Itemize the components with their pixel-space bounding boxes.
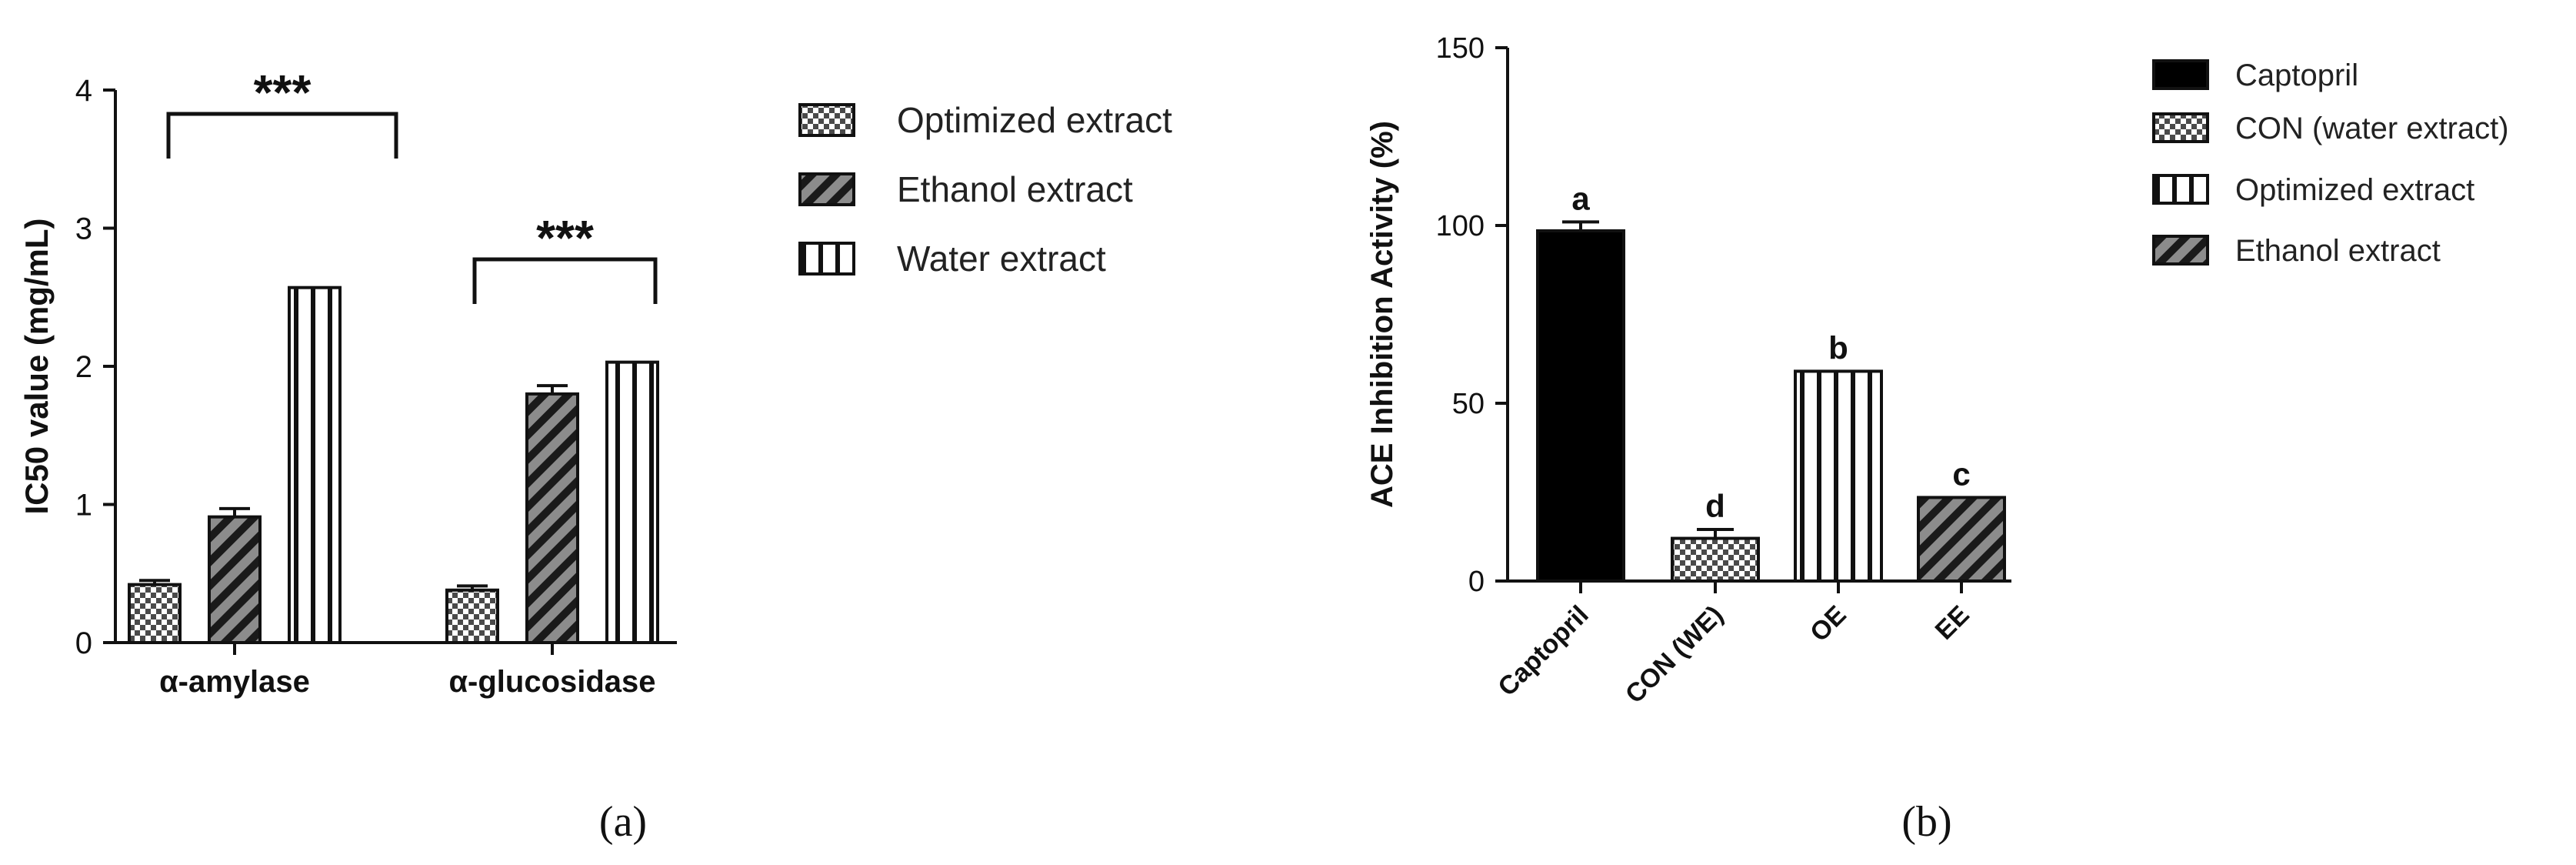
significance-bracket xyxy=(166,112,398,159)
panel-b-axes: 0 50 100 150 ACE Inhibition Activity (%) Capt… xyxy=(1365,32,2011,710)
y-tick-label: 0 xyxy=(1468,566,1485,598)
panel-b-bars: a d b c xyxy=(1536,180,2006,583)
y-axis-title: IC50 value (mg/mL) xyxy=(18,218,55,514)
y-tick-label: 4 xyxy=(75,74,92,108)
x-tick-label: OE xyxy=(1805,600,1852,648)
y-axis-title: ACE Inhibition Activity (%) xyxy=(1365,121,1399,508)
legend-swatch xyxy=(2152,112,2209,143)
significance-bracket xyxy=(472,257,658,304)
bar xyxy=(208,515,262,645)
bar xyxy=(1917,496,2006,583)
y-tick-label: 50 xyxy=(1452,388,1485,420)
legend-swatch xyxy=(2152,235,2209,266)
significance-label: *** xyxy=(536,210,594,266)
y-tick-label: 1 xyxy=(75,489,92,523)
legend-swatch xyxy=(2152,174,2209,205)
legend-swatch xyxy=(798,242,855,276)
bar xyxy=(1671,536,1760,583)
y-tick-label: 2 xyxy=(75,350,92,384)
panel-a-bars xyxy=(128,286,659,645)
legend-swatch xyxy=(798,172,855,206)
legend-swatch xyxy=(798,103,855,137)
significance-letter: b xyxy=(1828,329,1848,366)
panel-b-caption: (b) xyxy=(1901,798,1951,846)
bar xyxy=(1536,229,1625,583)
panel-a-axes: 0 1 2 3 4 IC50 value (mg/mL) α-amylase α-glucos… xyxy=(18,74,677,699)
bar xyxy=(288,286,342,644)
x-tick-label: α-amylase xyxy=(159,665,310,699)
bar xyxy=(128,583,182,644)
bar xyxy=(605,360,659,644)
panel-a: 0 1 2 3 4 IC50 value (mg/mL) α-amylase α-glucos… xyxy=(18,65,1172,846)
significance-letter: c xyxy=(1952,456,1970,492)
y-tick-label: 150 xyxy=(1436,32,1485,65)
legend-label: Captopril xyxy=(2235,58,2358,92)
legend-label: Ethanol extract xyxy=(897,169,1133,209)
bar xyxy=(1794,369,1883,583)
legend-label: CON (water extract) xyxy=(2235,112,2509,145)
panel-a-caption: (a) xyxy=(599,798,647,846)
legend-label: Water extract xyxy=(897,239,1106,279)
legend-label: Optimized extract xyxy=(2235,173,2474,207)
bar xyxy=(445,588,499,644)
legend-label: Optimized extract xyxy=(897,100,1172,140)
y-tick-label: 0 xyxy=(75,626,92,660)
panel-b: 0 50 100 150 ACE Inhibition Activity (%) Capt… xyxy=(1365,32,2509,846)
bar xyxy=(525,392,579,644)
x-tick-label: EE xyxy=(1930,600,1975,646)
significance-letter: d xyxy=(1705,488,1725,524)
legend-swatch xyxy=(2152,59,2209,90)
panel-b-legend: Captopril CON (water extract) Optimized ex… xyxy=(2152,58,2509,268)
x-tick-label: α-glucosidase xyxy=(448,665,655,699)
legend-label: Ethanol extract xyxy=(2235,234,2441,268)
x-tick-label: CON (WE) xyxy=(1620,600,1729,710)
y-tick-label: 100 xyxy=(1436,210,1485,242)
panel-a-legend: Optimized extract Ethanol extract Water ex… xyxy=(798,100,1172,279)
y-tick-label: 3 xyxy=(75,212,92,246)
panel-a-significance: *** *** xyxy=(166,65,658,304)
significance-letter: a xyxy=(1571,180,1590,216)
x-tick-label: Captopril xyxy=(1492,600,1594,702)
significance-label: *** xyxy=(254,65,312,120)
